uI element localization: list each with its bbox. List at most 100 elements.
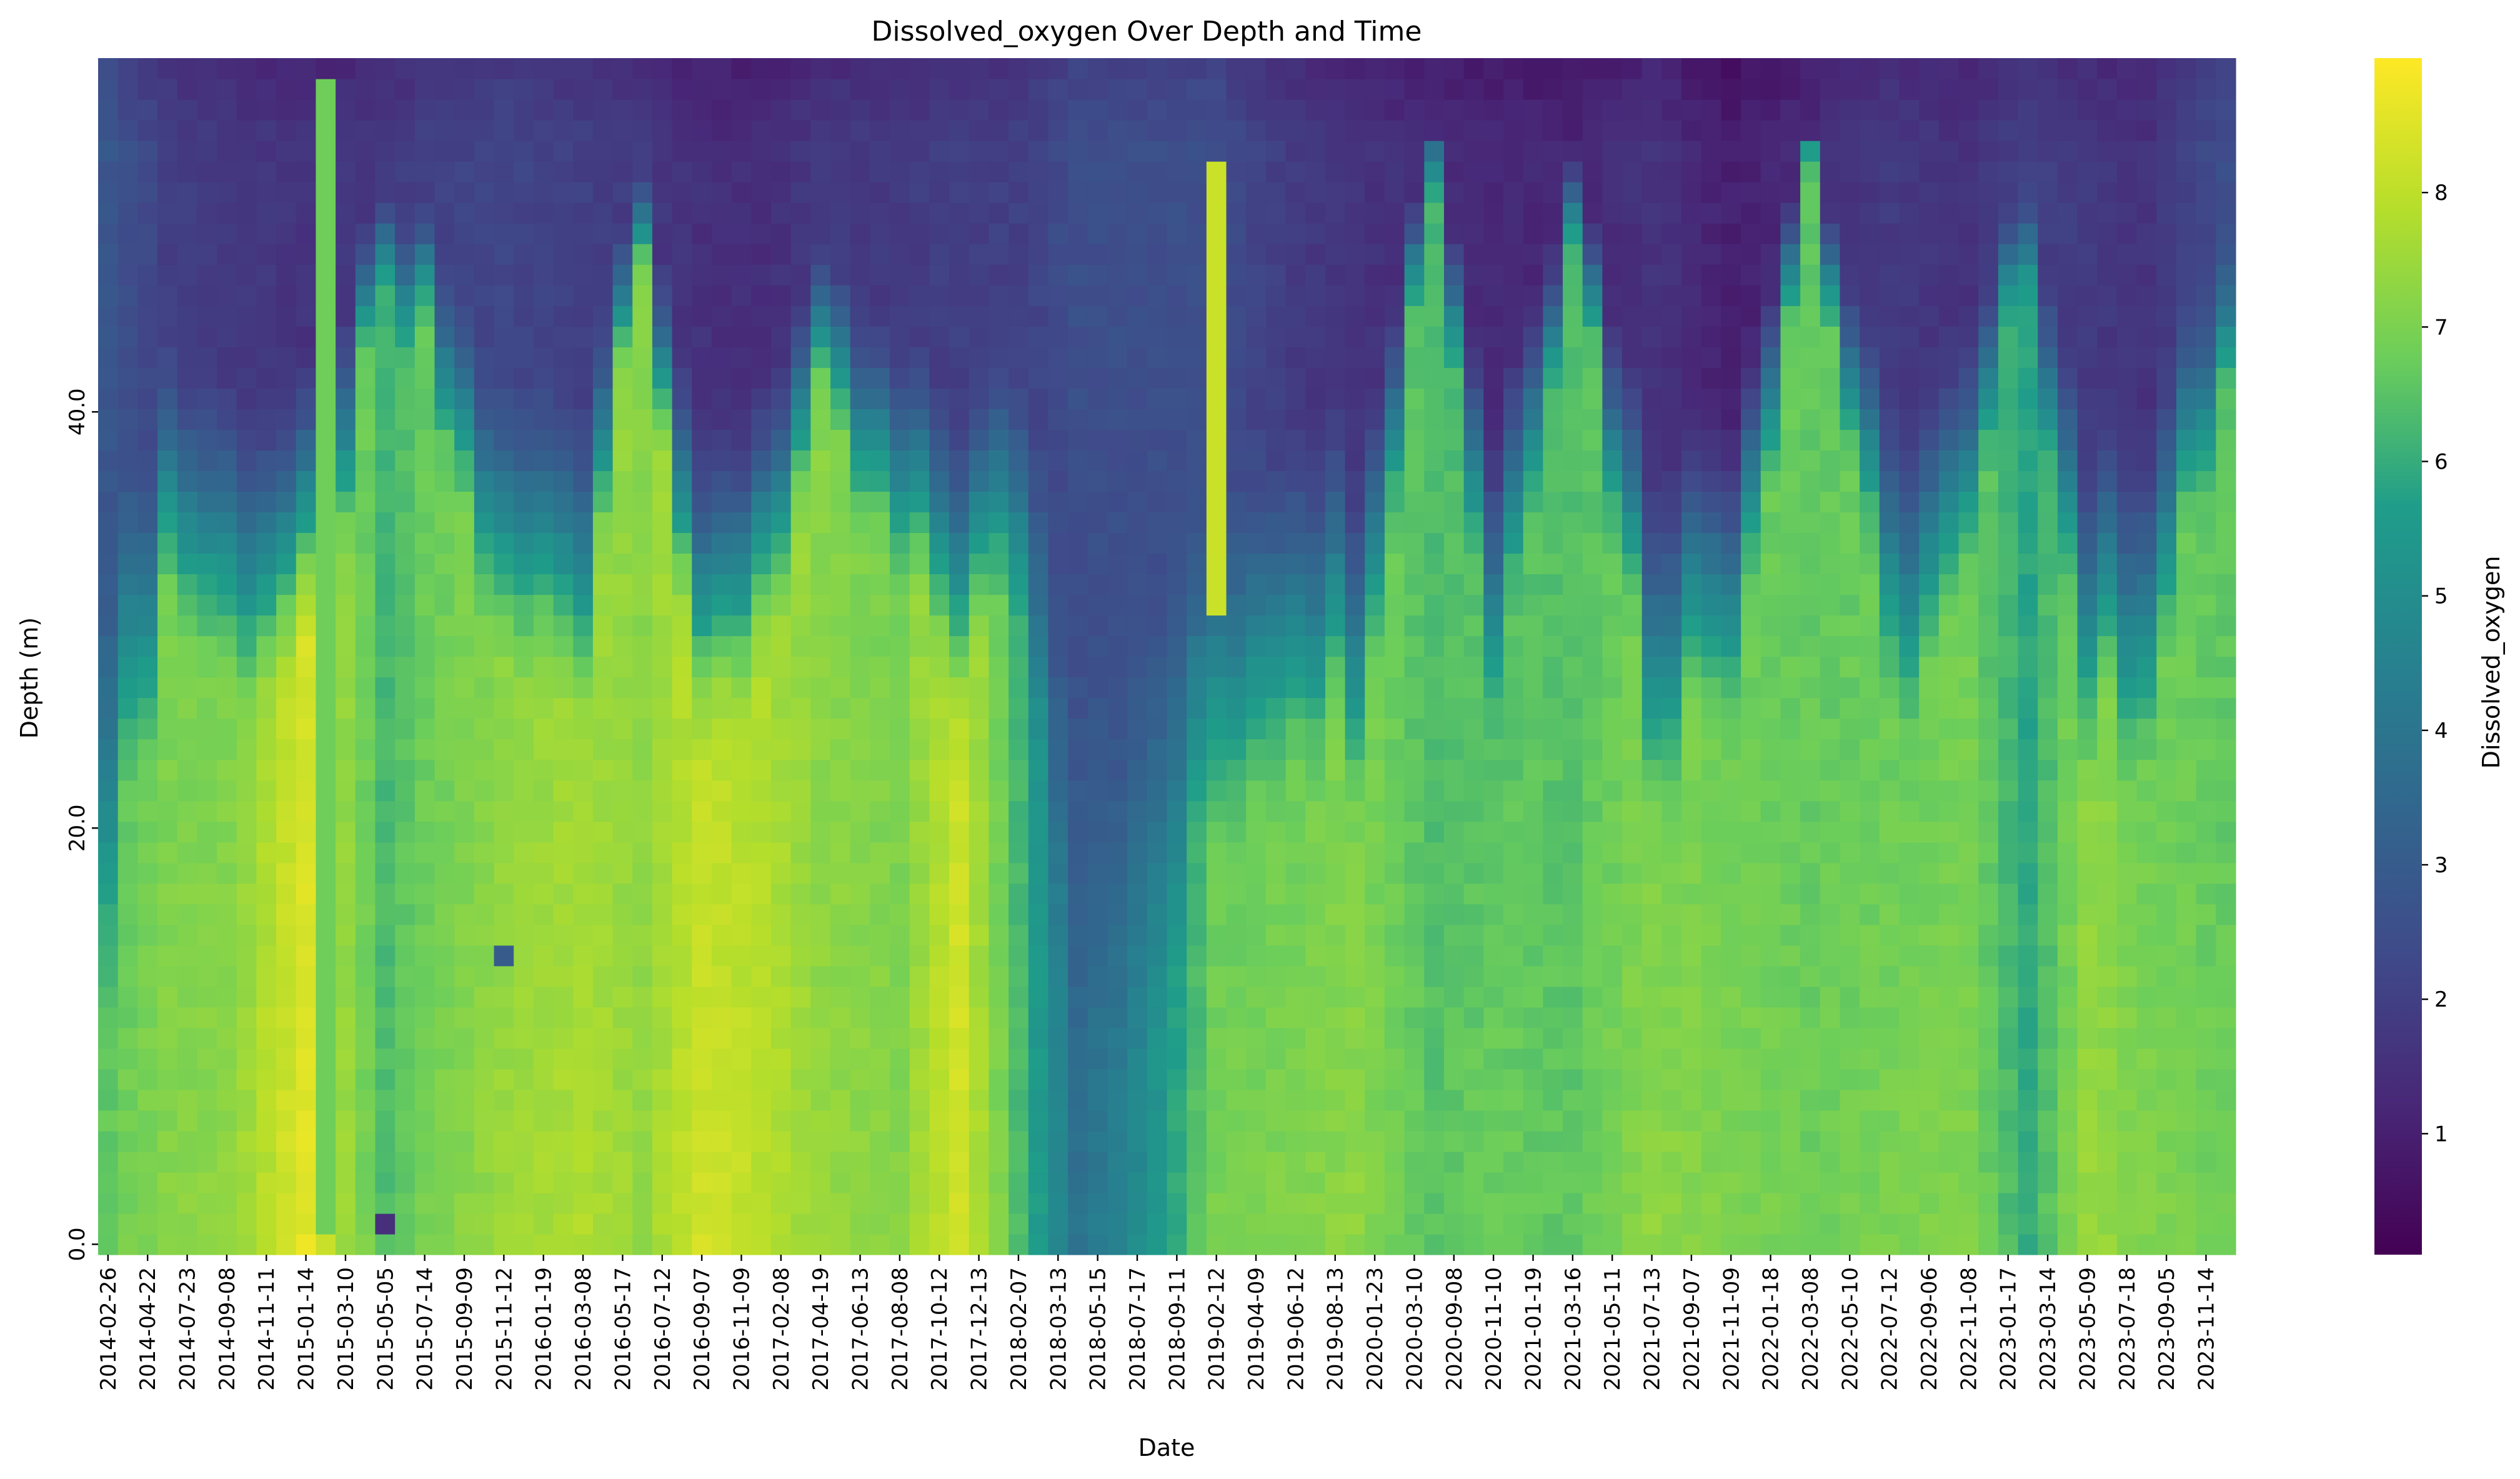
heatmap-cell [474, 1068, 495, 1090]
heatmap-cell [1008, 202, 1029, 224]
heatmap-cell [1503, 924, 1524, 946]
heatmap-cell [632, 491, 653, 512]
heatmap-cell [909, 780, 930, 802]
heatmap-cell [296, 635, 317, 657]
heatmap-cell [514, 99, 534, 121]
heatmap-cell [1107, 965, 1128, 987]
heatmap-cell [1780, 264, 1801, 286]
heatmap-cell [1543, 450, 1563, 471]
heatmap-cell [1641, 285, 1662, 306]
heatmap-cell [890, 1089, 910, 1111]
heatmap-cell [810, 223, 831, 244]
heatmap-cell [1384, 532, 1405, 554]
heatmap-cell [514, 1110, 534, 1132]
heatmap-cell [1028, 1007, 1049, 1028]
heatmap-cell [454, 780, 475, 802]
heatmap-cell [1483, 1233, 1504, 1255]
heatmap-cell [1503, 182, 1524, 203]
heatmap-cell [929, 367, 950, 389]
heatmap-cell [949, 264, 970, 286]
heatmap-cell [890, 264, 910, 286]
heatmap-cell [1760, 904, 1781, 925]
heatmap-cell [1780, 883, 1801, 905]
heatmap-cell [810, 904, 831, 925]
heatmap-cell [177, 306, 197, 327]
heatmap-cell [652, 883, 673, 905]
heatmap-cell [1305, 697, 1326, 719]
heatmap-cell [1681, 347, 1702, 368]
heatmap-cell [1543, 202, 1563, 224]
heatmap-cell [316, 1110, 336, 1132]
heatmap-cell [355, 223, 376, 244]
heatmap-cell [355, 924, 376, 946]
heatmap-cell [1424, 574, 1445, 595]
heatmap-cell [1661, 1089, 1682, 1111]
heatmap-cell [1345, 842, 1365, 864]
heatmap-cell [236, 347, 257, 368]
heatmap-cell [632, 1192, 653, 1214]
heatmap-cell [1365, 842, 1385, 864]
heatmap-cell [157, 182, 178, 203]
heatmap-cell [1523, 264, 1543, 286]
heatmap-cell [1701, 429, 1722, 451]
heatmap-cell [316, 904, 336, 925]
heatmap-cell [1523, 883, 1543, 905]
heatmap-cell [434, 306, 455, 327]
heatmap-cell [1523, 759, 1543, 781]
heatmap-cell [395, 202, 416, 224]
heatmap-cell [810, 965, 831, 987]
heatmap-cell [336, 491, 356, 512]
heatmap-cell [1107, 58, 1128, 79]
heatmap-cell [336, 326, 356, 347]
heatmap-cell [1068, 1110, 1088, 1132]
heatmap-cell [1345, 223, 1365, 244]
heatmap-cell [1285, 635, 1306, 657]
heatmap-cell [1602, 99, 1623, 121]
heatmap-cell [157, 718, 178, 740]
heatmap-cell [692, 471, 712, 492]
heatmap-cell [1681, 429, 1702, 451]
heatmap-cell [1206, 965, 1227, 987]
heatmap-cell [395, 367, 416, 389]
heatmap-cell [810, 1213, 831, 1235]
heatmap-cell [1463, 491, 1484, 512]
heatmap-cell [1404, 986, 1425, 1008]
heatmap-cell [256, 1007, 277, 1028]
heatmap-cell [336, 862, 356, 884]
heatmap-cell [553, 780, 574, 802]
heatmap-cell [1285, 986, 1306, 1008]
heatmap-cell [197, 202, 217, 224]
heatmap-cell [1701, 656, 1722, 678]
heatmap-cell [949, 244, 970, 265]
heatmap-cell [969, 285, 990, 306]
heatmap-cell [632, 883, 653, 905]
heatmap-cell [533, 471, 554, 492]
heatmap-cell [890, 1233, 910, 1255]
heatmap-cell [1246, 1110, 1267, 1132]
heatmap-cell [434, 512, 455, 533]
heatmap-cell [632, 718, 653, 740]
heatmap-cell [632, 409, 653, 430]
heatmap-cell [711, 120, 732, 141]
heatmap-cell [1503, 471, 1524, 492]
heatmap-cell [1424, 1110, 1445, 1132]
heatmap-cell [1661, 615, 1682, 637]
heatmap-cell [414, 491, 436, 512]
heatmap-cell [197, 450, 217, 471]
heatmap-cell [296, 161, 317, 182]
heatmap-cell [1187, 904, 1207, 925]
heatmap-cell [1563, 924, 1583, 946]
heatmap-cell [1226, 1172, 1247, 1193]
heatmap-cell [553, 800, 574, 822]
heatmap-cell [395, 1213, 416, 1235]
heatmap-cell [1305, 264, 1326, 286]
heatmap-cell [1384, 800, 1405, 822]
heatmap-cell [1206, 862, 1227, 884]
heatmap-cell [1602, 367, 1623, 389]
heatmap-cell [98, 1151, 119, 1173]
heatmap-cell [1384, 821, 1405, 843]
heatmap-cell [1127, 924, 1148, 946]
heatmap-cell [434, 945, 455, 967]
heatmap-cell [1443, 1151, 1465, 1173]
heatmap-cell [652, 1233, 673, 1255]
